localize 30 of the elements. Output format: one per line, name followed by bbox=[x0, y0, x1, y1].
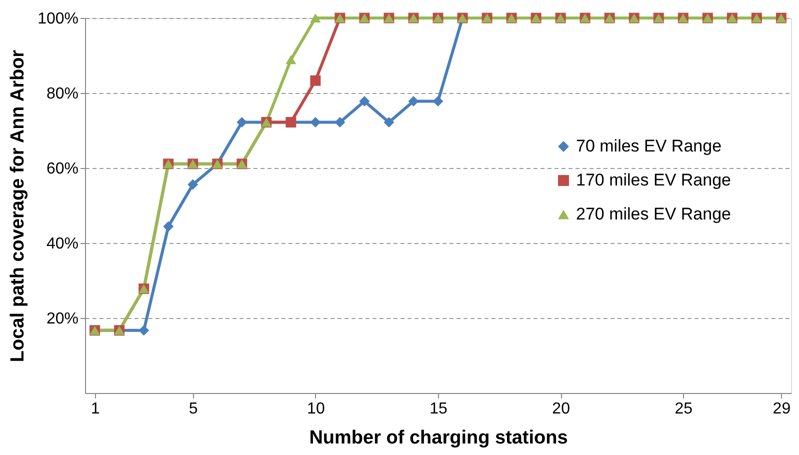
x-axis-title: Number of charging stations bbox=[309, 428, 568, 448]
y-tick-label: 40% bbox=[46, 236, 78, 252]
point bbox=[359, 96, 370, 106]
x-tick-label: 10 bbox=[307, 400, 325, 418]
legend-label: 70 miles EV Range bbox=[576, 136, 722, 156]
point bbox=[384, 117, 394, 128]
x-tick-label: 1 bbox=[90, 400, 100, 418]
point bbox=[310, 117, 321, 128]
point bbox=[310, 75, 321, 86]
x-tick-label: 20 bbox=[552, 400, 570, 418]
legend-label: 270 miles EV Range bbox=[576, 204, 731, 224]
y-tick-label: 20% bbox=[46, 310, 78, 328]
point bbox=[334, 117, 346, 128]
x-tick-label: 29 bbox=[772, 400, 791, 418]
y-axis-title: Local path coverage for Ann Arbor bbox=[8, 49, 29, 362]
y-tick-label: 60% bbox=[46, 160, 78, 178]
legend-label: 170 miles EV Range bbox=[576, 170, 731, 190]
point bbox=[188, 179, 198, 190]
point bbox=[163, 221, 174, 232]
point bbox=[432, 96, 444, 106]
x-tick-label: 25 bbox=[674, 400, 693, 418]
point bbox=[286, 55, 296, 64]
y-tick-label: 80% bbox=[46, 86, 78, 102]
point bbox=[138, 325, 150, 336]
point bbox=[236, 117, 248, 128]
x-tick-label: 15 bbox=[430, 400, 448, 418]
y-tick-label: 100% bbox=[38, 10, 78, 28]
point bbox=[310, 13, 321, 23]
point bbox=[408, 96, 419, 106]
x-tick-label: 5 bbox=[188, 400, 198, 418]
